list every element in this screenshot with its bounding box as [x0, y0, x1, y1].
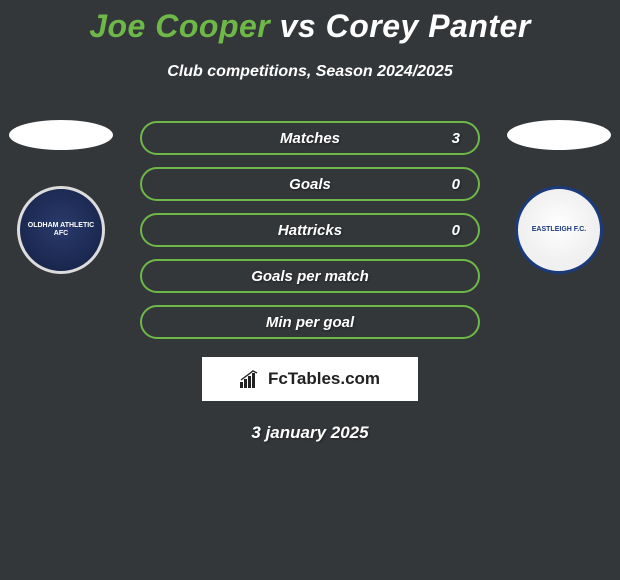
stat-row-matches: Matches 3: [140, 121, 480, 155]
page-title: Joe Cooper vs Corey Panter: [0, 8, 620, 45]
bar-chart-icon: [240, 370, 262, 388]
stat-value: 3: [452, 130, 460, 147]
brand-name: FcTables.com: [268, 369, 380, 389]
stat-label: Goals per match: [251, 268, 369, 285]
stat-value: 0: [452, 222, 460, 239]
vs-text: vs: [280, 8, 317, 44]
stat-label: Matches: [280, 130, 340, 147]
team-right-crest-text: EASTLEIGH F.C.: [528, 222, 590, 238]
date: 3 january 2025: [0, 423, 620, 443]
team-left-crest: OLDHAM ATHLETIC AFC: [17, 186, 105, 274]
stat-row-hattricks: Hattricks 0: [140, 213, 480, 247]
stat-row-goals-per-match: Goals per match: [140, 259, 480, 293]
stat-label: Min per goal: [266, 314, 354, 331]
brand-box: FcTables.com: [202, 357, 418, 401]
team-left-crest-text: OLDHAM ATHLETIC AFC: [20, 218, 102, 241]
team-left-panel: OLDHAM ATHLETIC AFC: [6, 120, 116, 274]
stat-row-goals: Goals 0: [140, 167, 480, 201]
player2-silhouette: [507, 120, 611, 150]
stat-row-min-per-goal: Min per goal: [140, 305, 480, 339]
team-right-crest: EASTLEIGH F.C.: [515, 186, 603, 274]
stat-label: Hattricks: [278, 222, 342, 239]
player2-name: Corey Panter: [326, 8, 531, 44]
player1-silhouette: [9, 120, 113, 150]
stat-label: Goals: [289, 176, 331, 193]
stat-value: 0: [452, 176, 460, 193]
player1-name: Joe Cooper: [89, 8, 270, 44]
team-right-panel: EASTLEIGH F.C.: [504, 120, 614, 274]
subtitle: Club competitions, Season 2024/2025: [0, 63, 620, 81]
